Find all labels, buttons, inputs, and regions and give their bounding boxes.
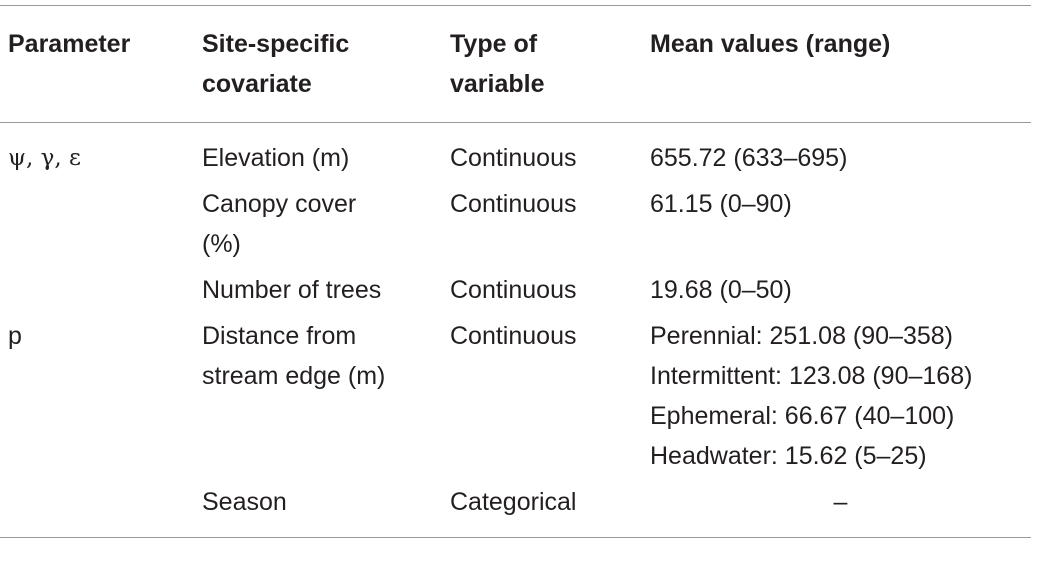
header-cell: Parameter [8, 30, 131, 58]
page: Parameter Site-specific covariate Type of … [0, 5, 1039, 585]
table-cell: Perennial: 251.08 (90–358) Intermittent: … [650, 313, 1031, 479]
table-cell: Continuous [450, 276, 577, 304]
table-cell: ψ, γ, ε [8, 145, 81, 171]
table-cell: Continuous [450, 190, 577, 218]
header-cell: Site-specific covariate [202, 30, 350, 98]
table-cell: Categorical [450, 488, 577, 516]
table-cell: Season [202, 488, 287, 516]
table-cell: Continuous [450, 144, 577, 172]
cell-line: Perennial: 251.08 (90–358) [650, 322, 954, 350]
table-cell: Canopy cover (%) [202, 190, 357, 258]
table-cell: 61.15 (0–90) [650, 190, 792, 218]
table-cell: 19.68 (0–50) [650, 276, 792, 304]
empty-cell [0, 479, 202, 538]
header-row: Parameter Site-specific covariate Type of … [0, 5, 1031, 123]
table-row: Canopy cover (%) Continuous 61.15 (0–90) [0, 181, 1031, 267]
header-cell: Mean values (range) [650, 30, 891, 58]
table-cell: Number of trees [202, 276, 382, 304]
table-cell: Continuous [450, 322, 577, 350]
empty-cell [0, 267, 202, 313]
table-cell: 655.72 (633–695) [650, 144, 848, 172]
cell-line: Ephemeral: 66.67 (40–100) [650, 402, 955, 430]
header-cell: Type of variable [450, 30, 545, 98]
table-row: ψ, γ, ε Elevation (m) Continuous 655.72 (63… [0, 123, 1031, 182]
empty-cell [0, 181, 202, 267]
cell-line: Headwater: 15.62 (5–25) [650, 442, 927, 470]
table-cell: Distance from stream edge (m) [202, 322, 386, 390]
cell-line: Intermittent: 123.08 (90–168) [650, 362, 973, 390]
table-body: ψ, γ, ε Elevation (m) Continuous 655.72 (63… [0, 123, 1031, 538]
table-header: Parameter Site-specific covariate Type of … [0, 5, 1031, 123]
table: Parameter Site-specific covariate Type of … [0, 5, 1031, 538]
table-row: p Distance from stream edge (m) Continuous… [0, 313, 1031, 479]
table-cell: p [8, 322, 22, 350]
table-row: Season Categorical – [0, 479, 1031, 538]
table-cell: – [833, 488, 848, 516]
table-cell: Elevation (m) [202, 144, 350, 172]
table-row: Number of trees Continuous 19.68 (0–50) [0, 267, 1031, 313]
